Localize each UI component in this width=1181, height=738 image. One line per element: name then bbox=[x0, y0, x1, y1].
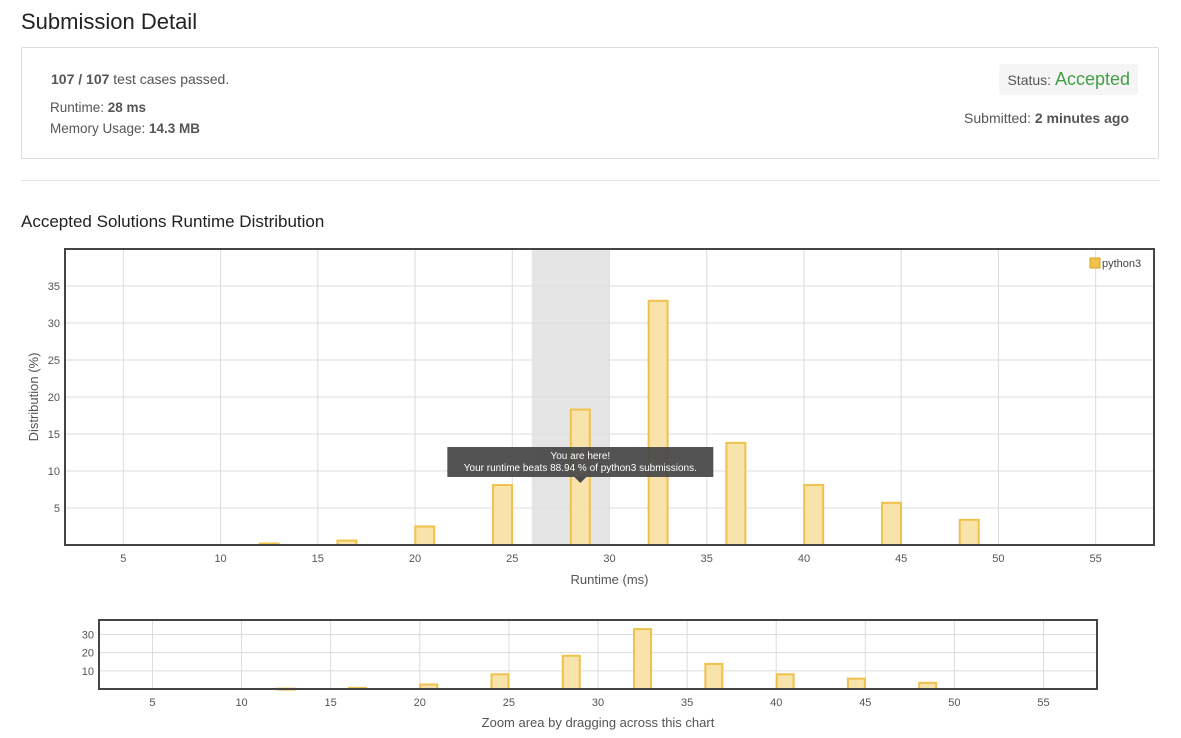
bar bbox=[561, 654, 581, 691]
x-tick-label: 55 bbox=[1037, 697, 1049, 709]
bar bbox=[704, 662, 724, 690]
bar bbox=[725, 441, 747, 547]
tooltip-line-2: Your runtime beats 88.94 % of python3 su… bbox=[464, 463, 697, 474]
bar bbox=[492, 484, 514, 546]
x-tick-label: 10 bbox=[214, 553, 226, 565]
x-tick-label: 30 bbox=[592, 697, 604, 709]
submitted-row: Submitted: 2 minutes ago bbox=[964, 110, 1129, 126]
y-tick-label: 30 bbox=[82, 630, 94, 642]
x-tick-label: 50 bbox=[992, 553, 1004, 565]
y-tick-label: 30 bbox=[48, 318, 60, 330]
bar bbox=[803, 484, 825, 546]
bar bbox=[775, 673, 795, 691]
x-tick-label: 50 bbox=[948, 697, 960, 709]
y-tick-label: 20 bbox=[48, 392, 60, 404]
tooltip-line-1: You are here! bbox=[550, 451, 610, 462]
plot-frame bbox=[98, 619, 1098, 690]
legend-swatch bbox=[1089, 257, 1101, 269]
runtime-tooltip: You are here!Your runtime beats 88.94 % … bbox=[447, 447, 714, 483]
x-tick-label: 10 bbox=[235, 697, 247, 709]
plot-frame bbox=[64, 248, 1155, 546]
tooltip-box bbox=[447, 447, 714, 477]
x-tick-label: 55 bbox=[1090, 553, 1102, 565]
runtime-value: 28 ms bbox=[107, 100, 147, 115]
x-tick-label: 25 bbox=[503, 697, 515, 709]
y-axis-label: Distribution (%) bbox=[26, 353, 41, 442]
y-tick-label: 20 bbox=[82, 648, 94, 660]
section-title: Accepted Solutions Runtime Distribution bbox=[21, 212, 325, 231]
x-tick-label: 20 bbox=[414, 697, 426, 709]
runtime-label: Runtime: bbox=[50, 100, 108, 115]
y-tick-label: 35 bbox=[48, 281, 60, 293]
bar bbox=[633, 628, 653, 690]
bar bbox=[414, 525, 436, 546]
main-distribution-chart: 5 10 15 20 25 30 35 40 45 50 555101520253035Runtim… bbox=[26, 248, 1155, 587]
y-tick-label: 10 bbox=[82, 666, 94, 678]
x-tick-label: 40 bbox=[798, 553, 810, 565]
x-tick-label: 15 bbox=[312, 553, 324, 565]
submitted-label: Submitted: bbox=[964, 110, 1035, 126]
x-axis-label: Zoom area by dragging across this chart bbox=[482, 715, 715, 730]
bar bbox=[846, 677, 866, 691]
test-cases-summary: 107 / 107 test cases passed. bbox=[51, 71, 229, 87]
bar bbox=[880, 501, 902, 547]
x-tick-label: 35 bbox=[681, 697, 693, 709]
x-tick-label: 20 bbox=[409, 553, 421, 565]
legend-label: python3 bbox=[1102, 258, 1141, 270]
y-tick-label: 5 bbox=[54, 503, 60, 515]
status-badge: Status: Accepted bbox=[999, 64, 1138, 95]
status-value[interactable]: Accepted bbox=[1054, 69, 1130, 89]
memory-label: Memory Usage: bbox=[50, 121, 150, 136]
y-tick-label: 25 bbox=[48, 355, 60, 367]
x-tick-label: 5 bbox=[149, 697, 155, 709]
y-tick-label: 10 bbox=[48, 466, 60, 478]
page-title: Submission Detail bbox=[21, 9, 198, 34]
x-tick-label: 15 bbox=[325, 697, 337, 709]
runtime-row: Runtime: 28 ms bbox=[50, 100, 146, 115]
memory-row: Memory Usage: 14.3 MB bbox=[50, 121, 200, 136]
divider bbox=[21, 180, 1160, 181]
submitted-value: 2 minutes ago bbox=[1034, 110, 1129, 126]
test-cases-text: test cases passed. bbox=[109, 71, 230, 87]
test-cases-count: 107 / 107 bbox=[51, 71, 110, 87]
x-tick-label: 35 bbox=[701, 553, 713, 565]
y-tick-label: 15 bbox=[48, 429, 60, 441]
zoom-overview-chart[interactable]: 5 10 15 20 25 30 35 40 45 50 55 10 20 30 Zoom area by … bbox=[82, 619, 1098, 730]
memory-value: 14.3 MB bbox=[149, 121, 201, 136]
x-tick-label: 45 bbox=[859, 697, 871, 709]
submission-detail-panel: 107 / 107 test cases passed. Runtime: 28… bbox=[21, 47, 1159, 159]
bar bbox=[958, 518, 980, 547]
x-tick-label: 5 bbox=[120, 553, 126, 565]
bar bbox=[647, 299, 669, 546]
bar bbox=[490, 673, 510, 691]
x-tick-label: 45 bbox=[895, 553, 907, 565]
x-tick-label: 40 bbox=[770, 697, 782, 709]
x-tick-label: 30 bbox=[603, 553, 615, 565]
tooltip-arrow bbox=[574, 477, 587, 483]
status-label: Status: bbox=[1007, 72, 1055, 88]
x-tick-label: 25 bbox=[506, 553, 518, 565]
x-axis-label: Runtime (ms) bbox=[570, 572, 648, 587]
